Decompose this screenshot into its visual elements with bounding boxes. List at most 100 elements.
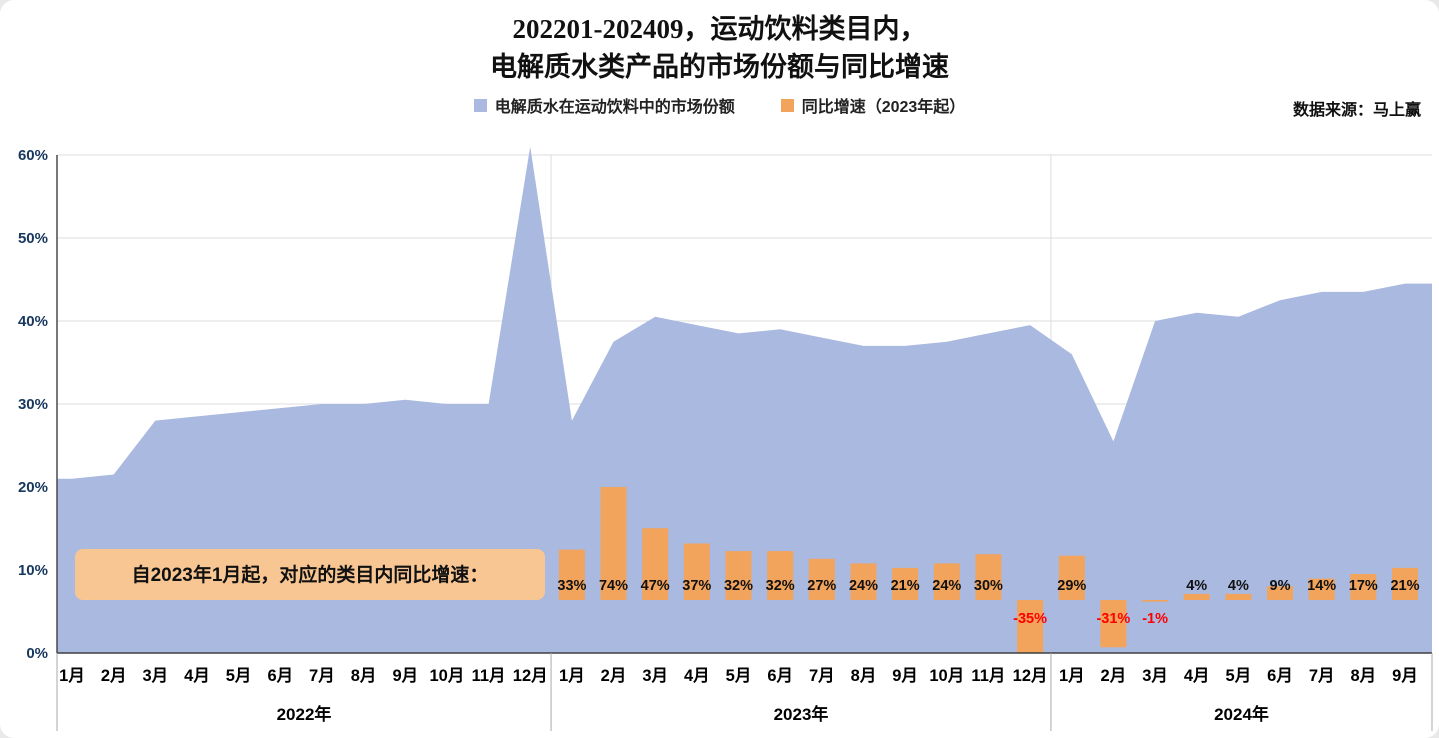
- y-tick-label: 0%: [26, 645, 48, 662]
- growth-bar: [975, 554, 1002, 600]
- month-label: 5月: [726, 666, 752, 685]
- bar-value-label: 9%: [1270, 578, 1291, 594]
- growth-bar: [1308, 578, 1335, 600]
- month-label: 9月: [892, 666, 918, 685]
- chart-title-line1: 202201-202409，运动饮料类目内，: [512, 14, 927, 44]
- chart-title-line2: 电解质水类产品的市场份额与同比增速: [490, 52, 949, 82]
- chart-title: 202201-202409，运动饮料类目内， 电解质水类产品的市场份额与同比增速: [0, 10, 1439, 86]
- bar-value-label: 32%: [724, 578, 753, 594]
- month-label: 8月: [851, 666, 877, 685]
- month-label: 3月: [642, 666, 668, 685]
- bar-value-label: 29%: [1057, 578, 1086, 594]
- month-label: 9月: [1392, 666, 1418, 685]
- month-label: 6月: [1267, 666, 1293, 685]
- month-label: 12月: [1013, 666, 1048, 685]
- y-tick-label: 50%: [18, 230, 48, 247]
- month-label: 3月: [1142, 666, 1168, 685]
- bar-value-label: 21%: [1390, 578, 1419, 594]
- month-label: 2月: [1101, 666, 1127, 685]
- bar-value-label: 47%: [641, 578, 670, 594]
- year-label: 2024年: [1214, 704, 1269, 724]
- month-label: 4月: [684, 666, 710, 685]
- legend-item-growth: 同比增速（2023年起）: [780, 93, 966, 117]
- legend-item-share: 电解质水在运动饮料中的市场份额: [473, 93, 735, 117]
- month-label: 10月: [429, 666, 464, 685]
- bar-value-label: 17%: [1349, 578, 1378, 594]
- month-label: 5月: [1226, 666, 1252, 685]
- month-label: 11月: [971, 666, 1005, 685]
- growth-bar: [850, 563, 877, 600]
- bar-value-label: -35%: [1013, 611, 1047, 627]
- bar-value-label: 4%: [1228, 578, 1249, 594]
- growth-bar: [767, 551, 794, 600]
- month-label: 12月: [513, 666, 548, 685]
- growth-bar: [600, 487, 627, 600]
- month-label: 6月: [767, 666, 793, 685]
- month-label: 9月: [392, 666, 418, 685]
- month-label: 2月: [601, 666, 627, 685]
- chart-svg: 0% 10% 20% 30% 40% 50% 60% 自2023年1月起，对应的类目内同比增速…: [18, 146, 1433, 731]
- month-label: 7月: [809, 666, 835, 685]
- growth-bar: [1017, 600, 1044, 654]
- month-label: 1月: [1059, 666, 1085, 685]
- bar-value-label: 4%: [1186, 578, 1207, 594]
- y-tick-label: 60%: [18, 147, 48, 164]
- growth-bar: [892, 567, 919, 600]
- month-label: 3月: [142, 666, 168, 685]
- data-source-label: 数据来源：马上赢: [1292, 102, 1421, 119]
- month-label: 2月: [101, 666, 127, 685]
- growth-bar: [683, 543, 710, 600]
- growth-bar: [1392, 567, 1418, 600]
- bar-value-label: 33%: [557, 578, 586, 594]
- bar-value-label: -1%: [1142, 611, 1168, 627]
- growth-bar: [1350, 574, 1377, 600]
- y-tick-label: 40%: [18, 313, 48, 330]
- month-label: 11月: [472, 666, 506, 685]
- month-label: 8月: [1350, 666, 1376, 685]
- growth-bar: [1142, 600, 1169, 602]
- growth-bar: [558, 549, 585, 600]
- month-label: 7月: [309, 666, 335, 685]
- legend: 电解质水在运动饮料中的市场份额 同比增速（2023年起）: [0, 92, 1439, 118]
- growth-bar: [725, 551, 752, 600]
- y-tick-label: 30%: [18, 396, 48, 413]
- month-label: 6月: [267, 666, 293, 685]
- bar-value-label: 21%: [891, 578, 920, 594]
- growth-bar: [1267, 586, 1293, 600]
- month-label: 8月: [351, 666, 377, 685]
- legend-share-label: 电解质水在运动饮料中的市场份额: [494, 99, 735, 116]
- growth-bar: [808, 558, 835, 600]
- bar-value-label: 30%: [974, 578, 1003, 594]
- year-label: 2022年: [277, 704, 332, 724]
- bar-value-label: 24%: [932, 578, 961, 594]
- growth-legend-swatch-icon: [780, 98, 794, 112]
- bar-value-label: 24%: [849, 578, 878, 594]
- month-label: 5月: [226, 666, 252, 685]
- share-legend-swatch-icon: [473, 98, 487, 112]
- legend-growth-label: 同比增速（2023年起）: [801, 99, 966, 116]
- growth-bar: [1183, 593, 1210, 600]
- year-label: 2023年: [774, 704, 829, 724]
- growth-bar: [642, 528, 669, 600]
- annotation-text: 自2023年1月起，对应的类目内同比增速：: [132, 563, 489, 586]
- month-label: 10月: [929, 666, 964, 685]
- month-label: 1月: [559, 666, 585, 685]
- bar-value-label: 14%: [1307, 578, 1336, 594]
- y-tick-label: 10%: [18, 562, 48, 579]
- bar-value-label: -31%: [1096, 611, 1130, 627]
- growth-bar: [1225, 593, 1252, 600]
- bar-value-label: 27%: [807, 578, 836, 594]
- month-label: 7月: [1309, 666, 1335, 685]
- growth-bar: [933, 563, 960, 600]
- annotation-box: [75, 549, 545, 600]
- bar-value-label: 32%: [766, 578, 795, 594]
- bar-value-label: 74%: [599, 578, 628, 594]
- growth-bar: [1058, 555, 1085, 600]
- y-tick-label: 20%: [18, 479, 48, 496]
- month-label: 4月: [1184, 666, 1210, 685]
- growth-bar: [1100, 600, 1127, 648]
- month-label: 1月: [59, 666, 85, 685]
- share-area-series: [57, 146, 1432, 653]
- month-label: 4月: [184, 666, 210, 685]
